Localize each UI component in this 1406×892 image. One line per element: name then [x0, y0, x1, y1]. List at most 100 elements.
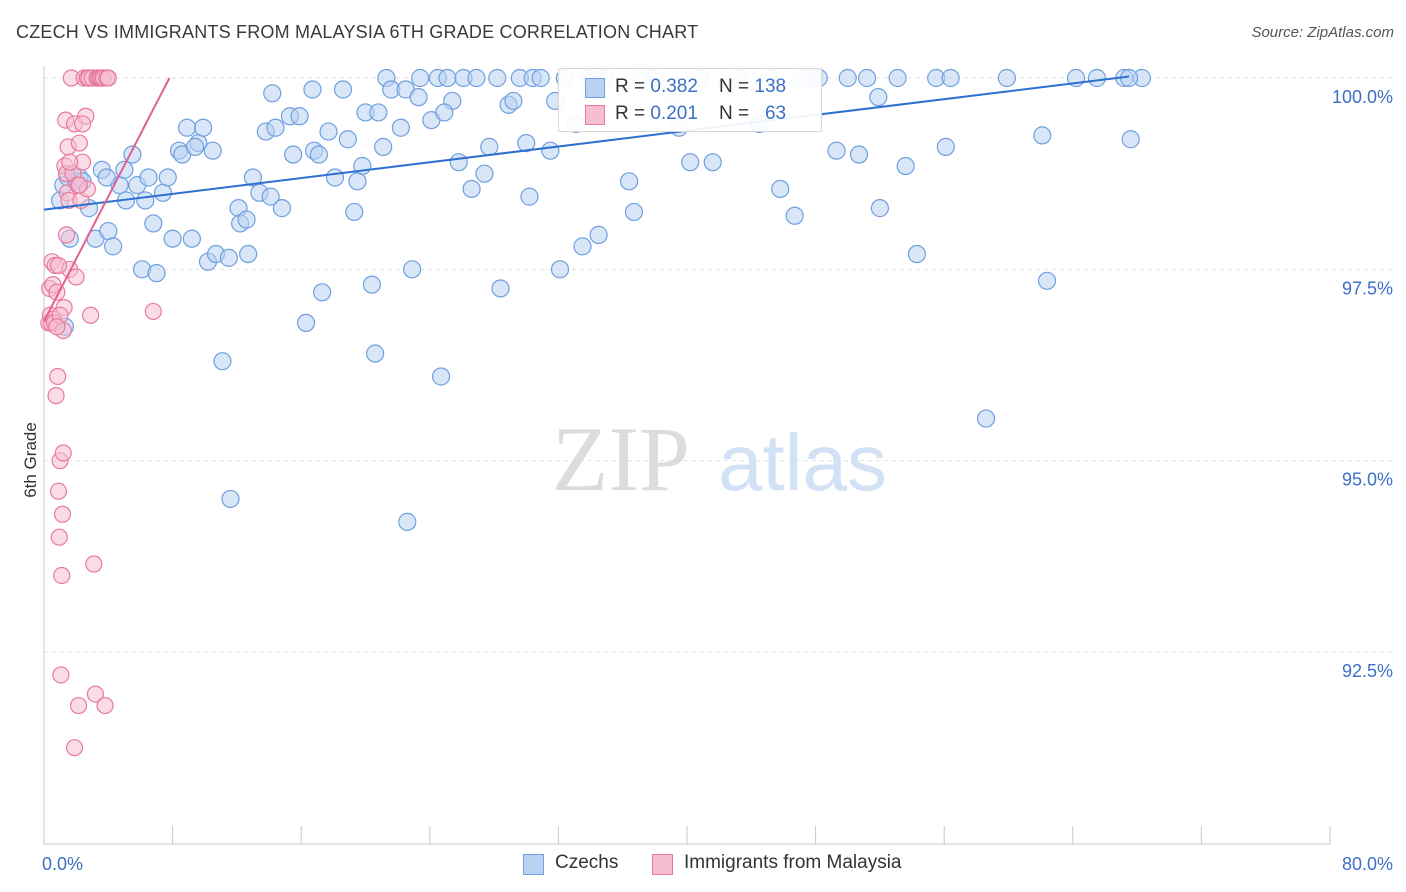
czech-point [369, 103, 388, 122]
czech-point [1121, 130, 1140, 149]
malaysia-point [73, 115, 92, 133]
czech-point [703, 153, 722, 172]
malaysia-point [70, 176, 88, 194]
czech-point [480, 137, 499, 156]
watermark-atlas: atlas [718, 418, 887, 507]
czech-point [624, 202, 644, 222]
czech-point [449, 153, 468, 172]
n-value: 138 [754, 76, 787, 97]
czech-trend-line [43, 75, 1130, 211]
malaysia-point [53, 505, 72, 523]
czech-point [888, 68, 907, 88]
czech-point [391, 118, 410, 137]
malaysia-point [67, 268, 85, 286]
czech-point [243, 168, 263, 187]
czech-point [462, 179, 481, 199]
x-tick-label: 0.0% [42, 854, 83, 874]
chart-title: CZECH VS IMMIGRANTS FROM MALAYSIA 6TH GR… [16, 22, 699, 42]
czech-point [849, 145, 869, 164]
czech-point [1037, 271, 1057, 290]
czech-point [517, 133, 536, 153]
czech-point [139, 168, 158, 187]
y-axis-label: 6th Grade [21, 422, 40, 498]
legend-label-malaysia: Immigrants from Malaysia [684, 852, 902, 873]
czech-point [907, 244, 926, 264]
czech-point [785, 206, 804, 225]
malaysia-point [69, 696, 88, 715]
czech-point [827, 141, 846, 160]
czech-point [261, 187, 280, 206]
malaysia-point [47, 387, 65, 405]
r-label: R = [615, 76, 651, 97]
legend-swatch-czechs [585, 78, 605, 98]
czech-point [203, 141, 222, 160]
czech-point [312, 283, 332, 302]
czech-point [491, 279, 510, 298]
czech-point [771, 179, 790, 199]
czech-point [99, 221, 118, 241]
czech-point [309, 145, 328, 164]
legend-label-czechs: Czechs [555, 852, 619, 873]
czech-point [896, 156, 915, 176]
correlation-legend: R = 0.382 N = 138 R = 0.201 N = 63 [558, 68, 822, 132]
czech-point [272, 199, 292, 218]
n-label: N = [719, 76, 755, 97]
malaysia-point [61, 153, 79, 171]
czech-point [531, 68, 550, 88]
y-tick-label: 97.5% [1342, 278, 1393, 298]
czech-point [1087, 68, 1107, 88]
y-tick-label: 95.0% [1342, 470, 1393, 490]
series-legend: Czechs Immigrants from Malaysia [0, 852, 1406, 878]
czech-point [573, 237, 592, 256]
malaysia-point [49, 482, 68, 500]
czech-point [153, 183, 173, 202]
czech-point [504, 91, 523, 111]
malaysia-point [86, 685, 105, 703]
czech-point [104, 237, 123, 256]
n-value: 63 [764, 103, 787, 124]
legend-swatch-malaysia [652, 854, 673, 875]
malaysia-point [57, 226, 76, 244]
czech-point [941, 68, 960, 88]
y-tick-label: 92.5% [1342, 661, 1393, 681]
malaysia-point [85, 555, 103, 573]
czech-point [213, 352, 232, 371]
tick-labels: 100.0% 97.5% 95.0% 92.5% 0.0% 80.0% [42, 87, 1393, 874]
czech-point [409, 88, 428, 107]
czech-point [589, 225, 608, 244]
malaysia-point [144, 302, 162, 321]
malaysia-trend-line [43, 77, 171, 322]
czech-point [435, 103, 454, 122]
malaysia-point [54, 444, 72, 462]
czech-point [620, 172, 639, 191]
malaysia-point [48, 318, 66, 336]
watermark-zip: ZIP [552, 408, 690, 510]
czech-point [438, 68, 457, 88]
czech-point [541, 141, 560, 160]
czech-point [239, 244, 258, 264]
legend-text-malaysia: R = 0.201 N = 63 [615, 103, 786, 125]
czech-point [411, 68, 430, 88]
czech-point [362, 275, 382, 294]
malaysia-point [65, 739, 84, 757]
czech-point [475, 164, 494, 183]
czech-point [1033, 126, 1052, 145]
czech-point [374, 137, 393, 156]
malaysia-point [53, 566, 71, 585]
czech-point [345, 202, 364, 222]
czech-point [869, 88, 888, 107]
czech-point [296, 313, 316, 333]
legend-swatch-czechs [523, 854, 544, 875]
malaysia-point [49, 256, 68, 275]
czech-point [431, 367, 451, 386]
czech-point [488, 68, 507, 88]
czech-point [857, 68, 877, 88]
czech-point [182, 229, 201, 248]
czech-point [681, 153, 700, 172]
watermark: ZIP atlas [552, 408, 887, 510]
czech-point [398, 512, 417, 531]
czech-point [303, 80, 322, 99]
czech-point [520, 187, 539, 206]
source-label: Source: ZipAtlas.com [1251, 24, 1394, 41]
czech-point [144, 214, 163, 233]
